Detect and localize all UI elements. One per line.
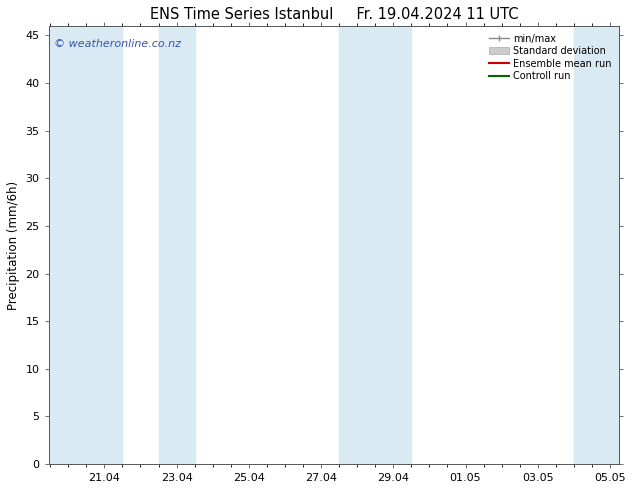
Bar [49,26,122,464]
Title: ENS Time Series Istanbul     Fr. 19.04.2024 11 UTC: ENS Time Series Istanbul Fr. 19.04.2024 … [150,7,518,22]
Bar [339,26,411,464]
Text: © weatheronline.co.nz: © weatheronline.co.nz [55,39,181,49]
Legend: min/max, Standard deviation, Ensemble mean run, Controll run: min/max, Standard deviation, Ensemble me… [486,31,614,84]
Y-axis label: Precipitation (mm/6h): Precipitation (mm/6h) [7,180,20,310]
Bar [574,26,619,464]
Bar [158,26,195,464]
